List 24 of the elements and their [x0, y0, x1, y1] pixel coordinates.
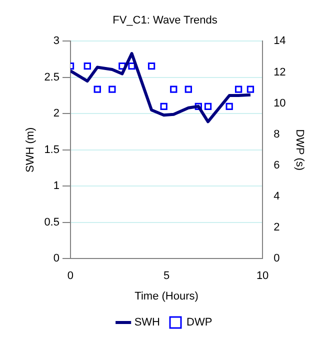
- y2-tick-label: 14: [274, 35, 286, 48]
- y-tick-label: 0.5: [44, 216, 60, 228]
- legend-label: DWP: [186, 316, 212, 329]
- x-tick-label: 5: [163, 270, 170, 282]
- y2-tick-label: 4: [274, 190, 280, 203]
- x-axis-title: Time (Hours): [134, 290, 198, 302]
- y2-tick-label: 10: [274, 97, 286, 110]
- y-tick-label: 2.5: [44, 71, 60, 84]
- y-tick-label: 0: [53, 252, 60, 265]
- y-tick-label: 1: [53, 180, 60, 192]
- y2-tick-label: 6: [274, 159, 280, 172]
- x-tick-label: 10: [256, 270, 269, 282]
- y2-tick-label: 2: [274, 222, 280, 234]
- y2-axis-title: DWP (s): [293, 129, 306, 171]
- y2-tick-label: 8: [274, 128, 280, 140]
- x-tick-label: 0: [67, 270, 74, 282]
- y-axis-title: SWH (m): [24, 127, 37, 173]
- y-tick-label: 2: [53, 108, 60, 120]
- chart-title: FV_C1: Wave Trends: [112, 14, 218, 27]
- y2-tick-label: 12: [274, 66, 286, 78]
- y-tick-label: 3: [53, 35, 60, 48]
- y-tick-label: 1.5: [44, 144, 60, 156]
- legend-label: SWH: [134, 316, 160, 329]
- y2-tick-label: 0: [274, 252, 280, 265]
